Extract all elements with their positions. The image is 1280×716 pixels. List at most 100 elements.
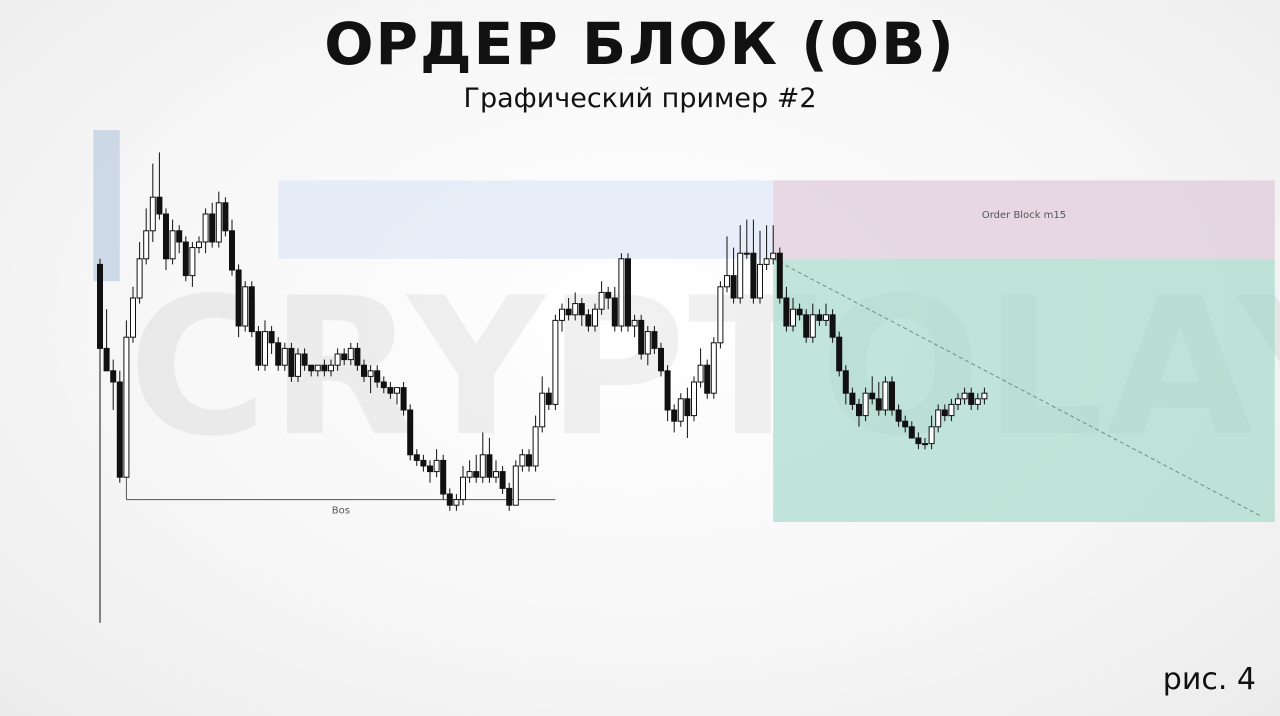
candle-1 xyxy=(103,309,110,372)
candle-body xyxy=(242,286,249,327)
candle-41 xyxy=(367,365,374,394)
candle-2 xyxy=(110,359,117,410)
candle-60 xyxy=(493,460,499,483)
candle-64 xyxy=(519,449,526,472)
candle-116 xyxy=(862,387,869,422)
candle-88 xyxy=(677,393,684,427)
candle-129 xyxy=(948,398,955,422)
candle-62 xyxy=(506,482,513,511)
candle-89 xyxy=(684,387,691,438)
candle-115 xyxy=(856,398,862,427)
candle-99 xyxy=(750,219,757,304)
candle-38 xyxy=(347,342,354,366)
candle-122 xyxy=(902,415,909,433)
candle-31 xyxy=(301,348,308,371)
trend-dashed-line xyxy=(772,258,1262,517)
candle-body xyxy=(394,387,400,394)
candle-37 xyxy=(341,348,348,366)
candle-body xyxy=(585,314,592,327)
candle-body xyxy=(889,381,895,411)
candle-body xyxy=(559,308,565,321)
candle-body xyxy=(341,353,348,361)
candle-39 xyxy=(354,342,361,371)
candle-body xyxy=(638,319,645,355)
candle-110 xyxy=(823,303,829,326)
candle-4 xyxy=(123,320,130,478)
candle-14 xyxy=(189,242,196,287)
candle-body xyxy=(255,331,262,366)
candle-body xyxy=(809,314,816,338)
candle-body xyxy=(763,258,770,265)
candle-body xyxy=(314,364,321,372)
candle-42 xyxy=(374,365,381,388)
candle-body xyxy=(724,275,730,288)
candle-81 xyxy=(631,314,638,338)
candle-105 xyxy=(790,298,796,332)
candle-body xyxy=(149,196,156,232)
candle-body xyxy=(420,459,427,467)
candle-47 xyxy=(407,404,414,461)
candle-body xyxy=(598,291,605,310)
candle-119 xyxy=(882,376,889,416)
candle-7 xyxy=(143,208,150,265)
candle-18 xyxy=(215,191,222,248)
candle-body xyxy=(209,213,216,243)
candle-103 xyxy=(776,247,783,304)
candle-body xyxy=(103,347,110,372)
candle-body xyxy=(651,331,658,349)
candle-body xyxy=(493,471,499,478)
candle-28 xyxy=(281,342,288,371)
candle-46 xyxy=(400,382,407,416)
candle-body xyxy=(288,347,295,377)
candle-95 xyxy=(724,236,730,293)
candle-body xyxy=(354,347,361,366)
candle-96 xyxy=(730,247,737,304)
candle-52 xyxy=(440,454,447,500)
candle-body xyxy=(519,454,526,467)
candle-91 xyxy=(697,348,704,388)
candle-body xyxy=(361,364,367,377)
candle-body xyxy=(935,409,942,428)
candle-body xyxy=(512,465,519,506)
candle-51 xyxy=(433,449,440,478)
candle-body xyxy=(532,426,539,467)
candle-body xyxy=(499,471,506,489)
candle-76 xyxy=(598,281,605,315)
candle-body xyxy=(130,297,136,338)
candle-body xyxy=(611,297,618,327)
candle-6 xyxy=(136,242,143,304)
candle-9 xyxy=(156,152,163,220)
candle-97 xyxy=(737,225,744,304)
candle-77 xyxy=(605,286,612,310)
candle-124 xyxy=(915,432,922,450)
bos-label: Bos xyxy=(332,506,350,517)
candle-85 xyxy=(658,342,664,377)
candle-body xyxy=(235,269,242,327)
candle-body xyxy=(836,336,843,372)
candle-0 xyxy=(97,258,103,623)
candle-body xyxy=(110,370,117,383)
candle-33 xyxy=(314,364,321,377)
candle-body xyxy=(915,437,922,445)
candle-82 xyxy=(638,314,645,360)
candle-126 xyxy=(928,415,935,450)
candle-body xyxy=(328,364,334,372)
candle-92 xyxy=(704,359,711,399)
candle-body xyxy=(757,263,763,299)
candle-body xyxy=(347,347,354,361)
candle-134 xyxy=(981,387,988,405)
candle-body xyxy=(968,392,975,405)
candle-104 xyxy=(783,286,790,332)
candle-body xyxy=(545,392,552,405)
candle-body xyxy=(631,319,638,327)
candle-body xyxy=(453,499,460,506)
candle-75 xyxy=(592,303,598,332)
candle-body xyxy=(955,398,961,405)
candle-21 xyxy=(235,264,242,338)
candle-body xyxy=(770,252,777,260)
candle-body xyxy=(433,459,440,473)
candle-114 xyxy=(849,387,856,410)
candle-body xyxy=(229,230,235,271)
candle-body xyxy=(704,364,711,394)
